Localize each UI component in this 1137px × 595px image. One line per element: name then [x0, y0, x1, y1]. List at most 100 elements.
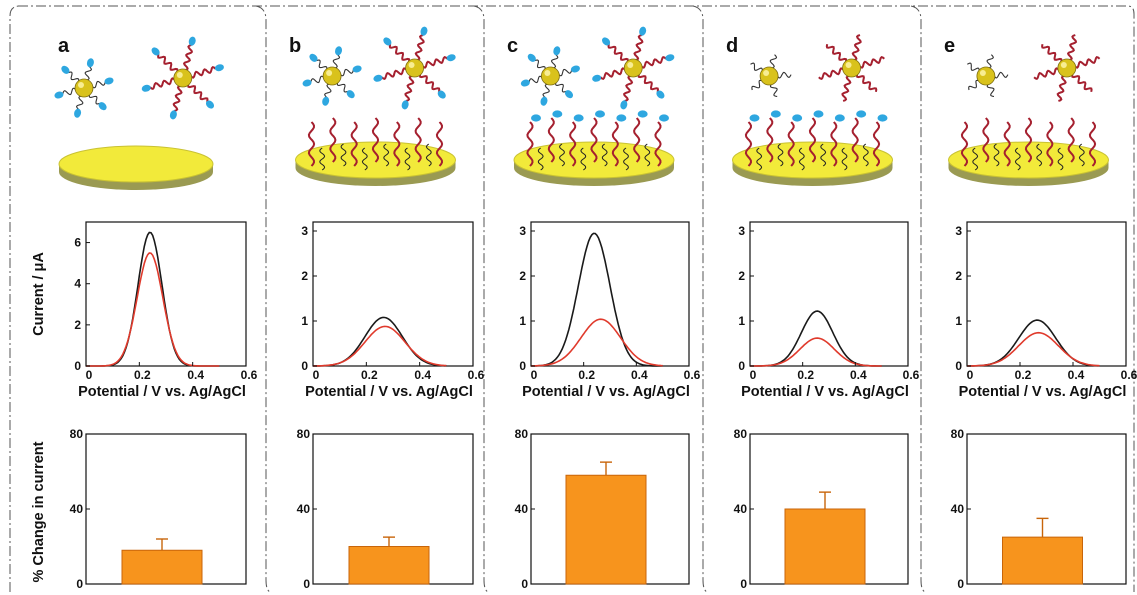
bar-4 — [1002, 536, 1083, 585]
bar-plot: 0 40 80 — [951, 427, 1127, 591]
surface-dna-strand — [371, 117, 380, 163]
dna-strand — [599, 67, 627, 81]
surface-dna-strand — [744, 121, 753, 167]
y-tick-label: 0 — [521, 577, 528, 591]
surface-probe-icon — [770, 110, 781, 118]
redox-probe-icon — [592, 74, 602, 82]
surface-backfill-strand — [993, 143, 1000, 167]
gold-nanoparticle-icon — [74, 78, 94, 98]
redox-probe-icon — [383, 37, 392, 46]
redox-probe-icon — [352, 65, 362, 73]
y-tick-label: 2 — [519, 269, 526, 283]
bar-2 — [565, 474, 647, 585]
dna-strand — [1041, 44, 1063, 63]
particle-highlight — [176, 72, 183, 78]
x-tick-label: 0.4 — [631, 368, 648, 382]
y-tick-label: 3 — [738, 224, 745, 238]
surface-probe-icon — [531, 114, 541, 122]
surface-backfill-strand — [404, 147, 411, 171]
y-axis-title-current: Current / μA — [31, 252, 47, 336]
x-tick-label: 0 — [531, 368, 538, 382]
y-tick-label: 0 — [957, 577, 964, 591]
surface-backfill-strand — [1078, 143, 1085, 167]
surface-backfill-strand — [580, 147, 587, 171]
redox-probe-icon — [98, 102, 107, 111]
dna-strand — [825, 44, 848, 63]
surface-probe-icon — [595, 110, 605, 118]
panel-a: a 0 0.2 0.4 0.6 0 2 4 6 Potential / V vs. Ag/AgCl… — [54, 35, 258, 591]
plot-frame — [966, 221, 1127, 367]
redox-probe-icon — [61, 65, 70, 74]
x-tick-label: 0.4 — [850, 368, 867, 382]
probe-nanoparticle — [302, 46, 362, 106]
curve-after-series — [531, 318, 663, 367]
surface-dna-strand — [329, 117, 337, 163]
surface-dna-strand — [830, 121, 838, 167]
y-tick-label: 2 — [301, 269, 308, 283]
hairpin-strand — [542, 83, 550, 98]
x-tick-label: 0.2 — [797, 368, 814, 382]
dna-strand — [418, 73, 441, 92]
electrode-top — [732, 141, 893, 179]
x-tick-label: 0 — [750, 368, 757, 382]
hairpin-strand — [555, 81, 567, 93]
hairpin-strand — [986, 54, 994, 69]
x-tick-label: 0.2 — [361, 368, 378, 382]
probe-nanoparticle — [520, 46, 580, 106]
hairpin-strand — [986, 83, 995, 97]
particle-highlight — [326, 70, 333, 76]
y-tick-label: 2 — [74, 318, 81, 332]
surface-probe-icon — [792, 114, 803, 122]
surface-backfill-strand — [1057, 147, 1064, 171]
gold-nanoparticle-icon — [322, 66, 342, 86]
hairpin-strand — [534, 59, 546, 71]
redox-probe-icon — [553, 46, 561, 56]
x-axis-title: Potential / V vs. Ag/AgCl — [305, 384, 473, 400]
bar-0 — [121, 549, 203, 585]
surface-dna-strand — [1003, 121, 1011, 167]
surface-backfill-strand — [862, 143, 869, 167]
dna-strand — [1071, 73, 1093, 92]
y-tick-label: 80 — [70, 427, 84, 441]
plot-frame — [749, 221, 909, 367]
voltammogram-plot: 0 0.2 0.4 0.6 0 1 2 3 Potential / V vs. Ag/AgCl — [301, 221, 485, 400]
dna-strand — [1073, 55, 1101, 69]
hairpin-strand — [324, 83, 332, 98]
dna-strand — [855, 73, 878, 92]
curve-before-series — [530, 232, 663, 367]
electrode-top — [58, 145, 214, 183]
panels-layer: a 0 0.2 0.4 0.6 0 2 4 6 Potential / V vs. Ag/AgCl… — [9, 5, 1137, 593]
electrode-surface — [948, 117, 1109, 186]
surface-dna-strand — [1024, 117, 1033, 163]
curve-after-series — [86, 252, 220, 367]
x-tick-label: 0.6 — [241, 368, 258, 382]
redox-probe-icon — [401, 100, 409, 110]
redox-probe-icon — [564, 90, 574, 99]
gold-nanoparticle-icon — [976, 66, 996, 86]
y-tick-label: 40 — [515, 502, 529, 516]
dna-strand — [858, 55, 885, 69]
y-tick-label: 80 — [297, 427, 311, 441]
particle-highlight — [78, 82, 84, 88]
surface-dna-strand — [872, 121, 881, 167]
y-tick-label: 40 — [70, 502, 84, 516]
hairpin-strand — [68, 71, 80, 83]
dna-strand — [851, 34, 862, 62]
dna-nanoparticle — [818, 34, 885, 102]
surface-backfill-strand — [841, 147, 848, 171]
panel-letter: a — [58, 35, 70, 57]
surface-probe-icon — [813, 110, 824, 118]
probe-nanoparticle — [750, 54, 792, 97]
y-tick-label: 80 — [515, 427, 529, 441]
x-tick-label: 0 — [313, 368, 320, 382]
surface-dna-strand — [435, 121, 444, 167]
redox-probe-icon — [302, 79, 312, 87]
surface-backfill-strand — [644, 143, 651, 167]
dna-strand — [1066, 34, 1078, 62]
surface-backfill-strand — [425, 143, 432, 167]
electrode-top — [513, 141, 675, 179]
electrode-surface — [513, 110, 675, 186]
dna-strand — [421, 55, 448, 69]
surface-dna-strand — [808, 117, 817, 163]
bar-plot: 0 40 80 — [297, 427, 474, 591]
